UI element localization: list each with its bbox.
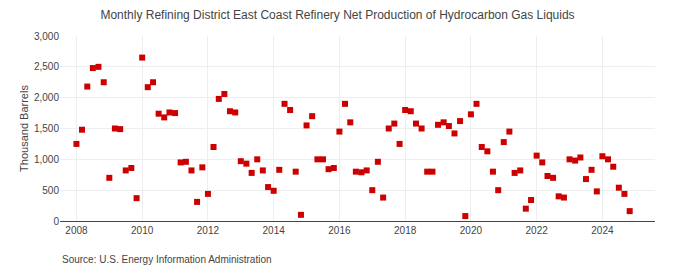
svg-text:1,500: 1,500	[34, 123, 59, 134]
svg-text:3,000: 3,000	[34, 31, 59, 42]
svg-text:2024: 2024	[591, 225, 614, 236]
svg-text:2018: 2018	[394, 225, 417, 236]
svg-text:2012: 2012	[197, 225, 220, 236]
svg-text:2016: 2016	[328, 225, 351, 236]
svg-text:1,000: 1,000	[34, 154, 59, 165]
svg-text:Monthly Refining District East: Monthly Refining District East Coast Ref…	[100, 8, 574, 22]
svg-text:2010: 2010	[131, 225, 154, 236]
svg-text:Thousand Barrels: Thousand Barrels	[18, 85, 30, 172]
svg-text:500: 500	[42, 185, 59, 196]
svg-text:2008: 2008	[65, 225, 88, 236]
svg-text:2022: 2022	[526, 225, 549, 236]
svg-text:Source: U.S. Energy Informatio: Source: U.S. Energy Information Administ…	[62, 254, 272, 265]
svg-text:2020: 2020	[460, 225, 483, 236]
svg-text:2014: 2014	[263, 225, 286, 236]
svg-text:2,500: 2,500	[34, 61, 59, 72]
svg-text:2,000: 2,000	[34, 92, 59, 103]
svg-text:0: 0	[53, 216, 59, 227]
